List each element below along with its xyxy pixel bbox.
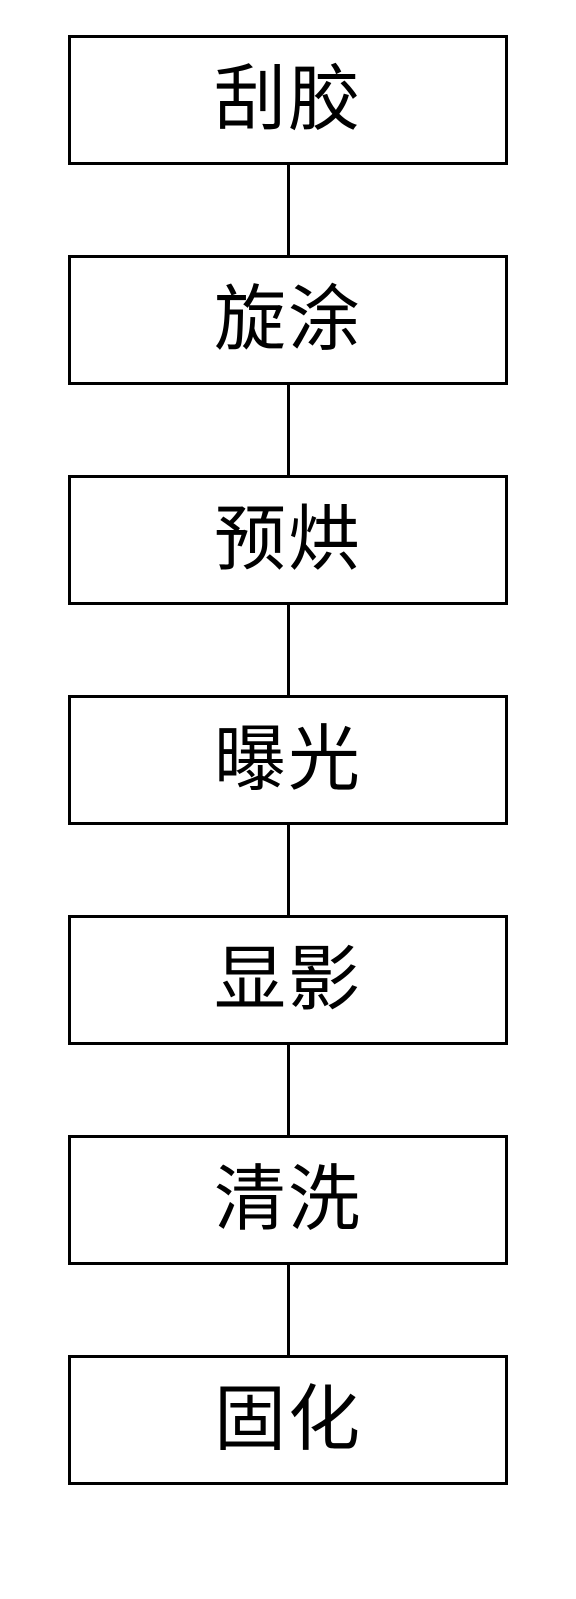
- flow-connector: [287, 165, 290, 255]
- flow-step-label: 曝光: [214, 724, 362, 796]
- flow-connector: [287, 605, 290, 695]
- flow-connector: [287, 825, 290, 915]
- flow-step-label: 旋涂: [214, 284, 362, 356]
- flow-step-label: 显影: [214, 944, 362, 1016]
- flowchart-container: 刮胶 旋涂 预烘 曝光 显影 清洗 固化: [0, 0, 576, 1485]
- flow-step-label: 刮胶: [214, 64, 362, 136]
- flow-step-6: 清洗: [68, 1135, 508, 1265]
- flow-step-4: 曝光: [68, 695, 508, 825]
- flow-step-label: 固化: [214, 1384, 362, 1456]
- flow-step-7: 固化: [68, 1355, 508, 1485]
- flow-connector: [287, 385, 290, 475]
- flow-step-3: 预烘: [68, 475, 508, 605]
- flow-step-2: 旋涂: [68, 255, 508, 385]
- flow-step-5: 显影: [68, 915, 508, 1045]
- flow-connector: [287, 1265, 290, 1355]
- flow-step-1: 刮胶: [68, 35, 508, 165]
- flow-step-label: 预烘: [214, 504, 362, 576]
- flow-step-label: 清洗: [214, 1164, 362, 1236]
- flow-connector: [287, 1045, 290, 1135]
